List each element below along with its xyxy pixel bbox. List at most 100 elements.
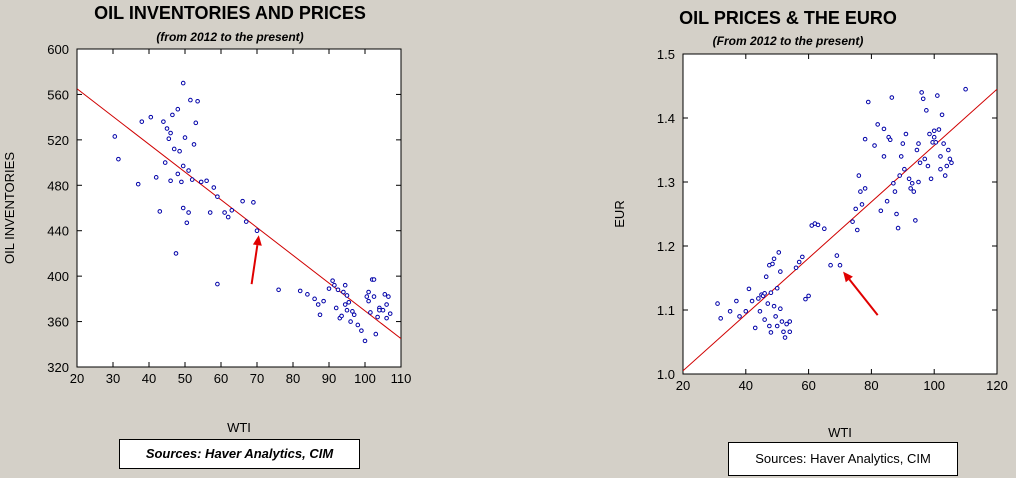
data-point [342, 302, 348, 307]
data-point [909, 180, 915, 186]
data-point [215, 281, 220, 287]
annotation-arrow-head [252, 235, 262, 246]
data-point [330, 278, 335, 283]
data-point [746, 286, 752, 292]
data-point [162, 160, 168, 165]
annotation-arrow-shaft [250, 245, 259, 285]
data-point [195, 98, 200, 104]
y-tick-label: 560 [47, 87, 69, 102]
data-point [784, 321, 789, 327]
data-point [743, 308, 749, 314]
x-tick-label: 30 [106, 371, 120, 386]
data-point [946, 147, 951, 153]
data-point [371, 277, 377, 282]
data-point [382, 292, 388, 297]
data-point [749, 298, 755, 304]
data-point [767, 323, 772, 329]
data-point [359, 328, 364, 333]
data-point [718, 316, 723, 321]
data-point [191, 142, 197, 147]
x-tick-label: 40 [142, 371, 156, 386]
data-point [387, 311, 393, 316]
data-point [229, 207, 235, 213]
data-point [933, 140, 939, 145]
x-tick-label: 110 [391, 371, 412, 386]
data-point [189, 177, 195, 182]
data-point [774, 285, 780, 291]
data-point [916, 141, 921, 146]
data-point [887, 137, 893, 143]
left-chart-panel: OIL INVENTORIES AND PRICES (from 2012 to… [0, 0, 460, 478]
data-point [380, 307, 386, 313]
y-tick-label: 320 [47, 360, 69, 375]
data-point [333, 305, 339, 311]
plot-area [76, 48, 402, 368]
data-point [193, 120, 199, 126]
data-point [762, 317, 767, 322]
data-point [180, 205, 186, 211]
y-tick-label: 1.2 [657, 239, 675, 254]
data-point [796, 259, 802, 265]
data-point [763, 274, 769, 280]
data-point [112, 134, 118, 139]
x-axis-label: WTI [227, 420, 251, 435]
data-point [326, 286, 332, 291]
data-point [793, 265, 799, 271]
data-point [928, 176, 934, 182]
y-tick-label: 1.0 [657, 367, 675, 382]
y-tick-label: 400 [47, 269, 69, 284]
data-point [355, 322, 361, 328]
data-point [925, 163, 931, 169]
data-point [778, 306, 783, 312]
data-point [756, 296, 761, 301]
data-point [276, 287, 281, 293]
y-tick-label: 480 [47, 178, 69, 193]
x-tick-label: 100 [923, 378, 945, 393]
data-point [240, 198, 245, 204]
data-point [171, 146, 177, 152]
chart-title: OIL INVENTORIES AND PRICES [94, 3, 366, 23]
y-tick-label: 360 [47, 315, 69, 330]
data-point [898, 154, 904, 159]
data-point [768, 290, 774, 296]
data-point [164, 126, 170, 131]
y-axis-label: OIL INVENTORIES [2, 152, 17, 264]
data-point [251, 200, 256, 205]
plot-contents [683, 86, 997, 372]
data-point [919, 90, 924, 95]
data-point [186, 168, 191, 173]
data-point [770, 261, 775, 267]
data-point [787, 329, 793, 335]
data-point [342, 282, 348, 288]
x-axis-label: WTI [828, 425, 852, 440]
data-point [949, 160, 954, 166]
data-point [312, 296, 317, 302]
data-point [917, 160, 923, 166]
data-point [341, 289, 346, 295]
y-tick-label: 1.4 [657, 111, 675, 126]
data-point [922, 156, 928, 162]
data-point [891, 180, 896, 186]
data-point [184, 220, 190, 226]
data-point [317, 312, 323, 318]
y-tick-label: 1.3 [657, 175, 675, 190]
data-point [765, 301, 771, 306]
data-point [858, 189, 863, 194]
data-point [335, 287, 341, 293]
data-point [900, 141, 906, 146]
data-point [903, 131, 909, 137]
data-point [344, 307, 350, 313]
data-point [782, 335, 788, 340]
data-point [878, 208, 884, 214]
data-point [166, 136, 172, 142]
source-note: Sources: Haver Analytics, CIM [119, 439, 360, 469]
data-point [157, 209, 163, 214]
data-point [207, 210, 213, 215]
data-point [944, 163, 950, 169]
data-point [204, 178, 209, 184]
data-point [947, 156, 953, 162]
data-point [800, 254, 805, 260]
data-point [778, 269, 783, 274]
euro-scatter-plot: 20 40 60 80 100 120 1.0 1.1 1.2 1.3 1.4 1.5 WTI EUR [612, 47, 1008, 440]
data-point [375, 314, 380, 320]
